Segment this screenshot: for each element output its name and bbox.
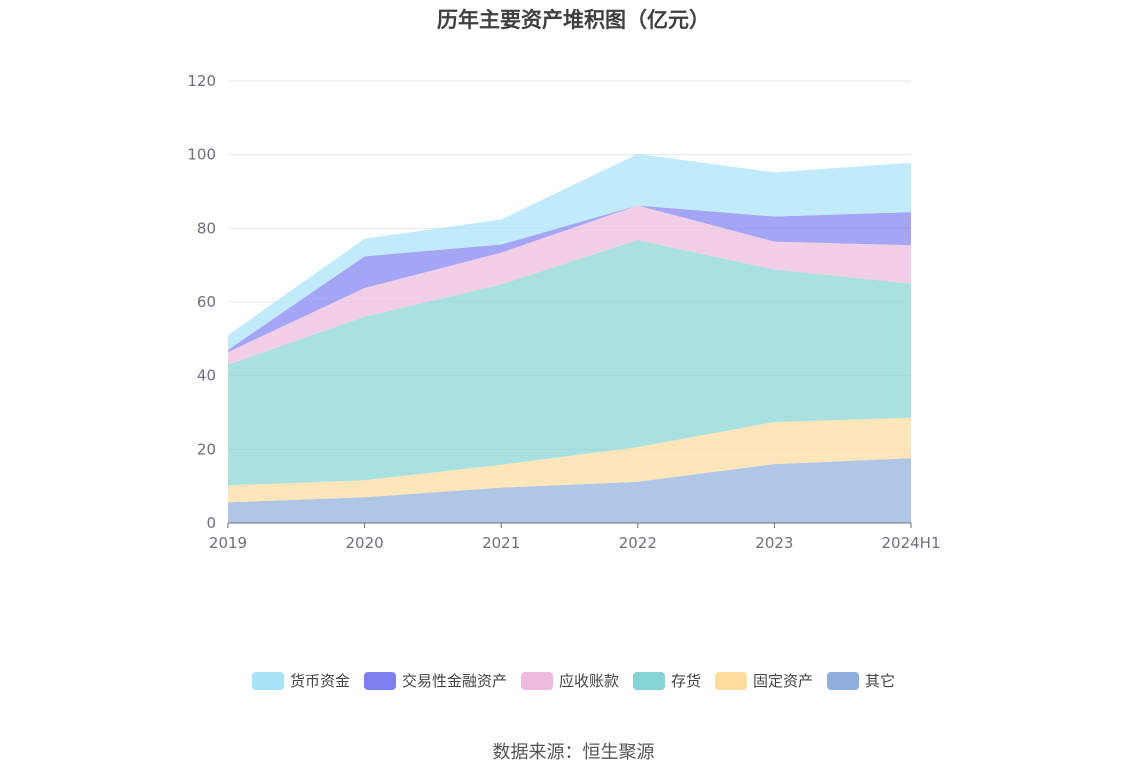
legend-swatch bbox=[827, 671, 860, 690]
x-tick-label: 2024H1 bbox=[882, 534, 941, 552]
area-series-group bbox=[228, 153, 911, 523]
legend-swatch bbox=[520, 671, 553, 690]
y-tick-label: 20 bbox=[197, 440, 216, 458]
x-tick-label: 2022 bbox=[619, 534, 657, 552]
legend-label: 固定资产 bbox=[753, 672, 814, 690]
legend-item-1[interactable]: 交易性金融资产 bbox=[363, 670, 507, 691]
legend-item-5[interactable]: 其它 bbox=[827, 670, 895, 691]
legend-swatch bbox=[363, 671, 396, 690]
legend-swatch bbox=[715, 671, 748, 690]
legend-label: 交易性金融资产 bbox=[401, 672, 507, 690]
y-tick-label: 100 bbox=[187, 146, 216, 164]
x-tick-label: 2023 bbox=[755, 534, 793, 552]
area-series-0 bbox=[228, 458, 911, 523]
legend-item-3[interactable]: 存货 bbox=[633, 670, 701, 691]
area-series-2 bbox=[228, 240, 911, 486]
y-tick-label: 0 bbox=[206, 514, 216, 532]
chart-title: 历年主要资产堆积图（亿元） bbox=[437, 8, 710, 32]
area-series-3 bbox=[228, 205, 911, 365]
legend-swatch bbox=[633, 671, 665, 690]
y-tick-label: 120 bbox=[187, 72, 216, 90]
legend-label: 存货 bbox=[671, 672, 702, 690]
area-series-1 bbox=[228, 417, 911, 503]
area-series-4 bbox=[228, 205, 911, 353]
x-tick-label: 2021 bbox=[482, 534, 520, 552]
legend-item-0[interactable]: 货币资金 bbox=[251, 670, 350, 691]
legend-label: 货币资金 bbox=[289, 672, 350, 690]
legend-label: 其它 bbox=[865, 672, 896, 690]
area-series-5 bbox=[228, 153, 911, 350]
y-tick-label: 80 bbox=[197, 219, 216, 237]
data-source: 数据来源：恒生聚源 bbox=[492, 742, 655, 763]
legend-item-4[interactable]: 固定资产 bbox=[715, 670, 813, 691]
x-tick-label: 2020 bbox=[346, 534, 384, 552]
x-tick-label: 2019 bbox=[209, 534, 247, 552]
legend-swatch bbox=[251, 671, 284, 690]
legend-item-2[interactable]: 应收账款 bbox=[520, 670, 619, 691]
legend-label: 应收账款 bbox=[558, 672, 619, 690]
y-tick-label: 40 bbox=[197, 367, 216, 385]
stacked-area-chart: 0 20 40 60 80 100 120 2019 2020 2021 2022 2023 2024H… bbox=[187, 72, 941, 552]
y-tick-label: 60 bbox=[197, 293, 216, 311]
chart-legend: 货币资金 交易性金融资产 应收账款 存货 固定资产 其它 bbox=[0, 670, 1147, 691]
